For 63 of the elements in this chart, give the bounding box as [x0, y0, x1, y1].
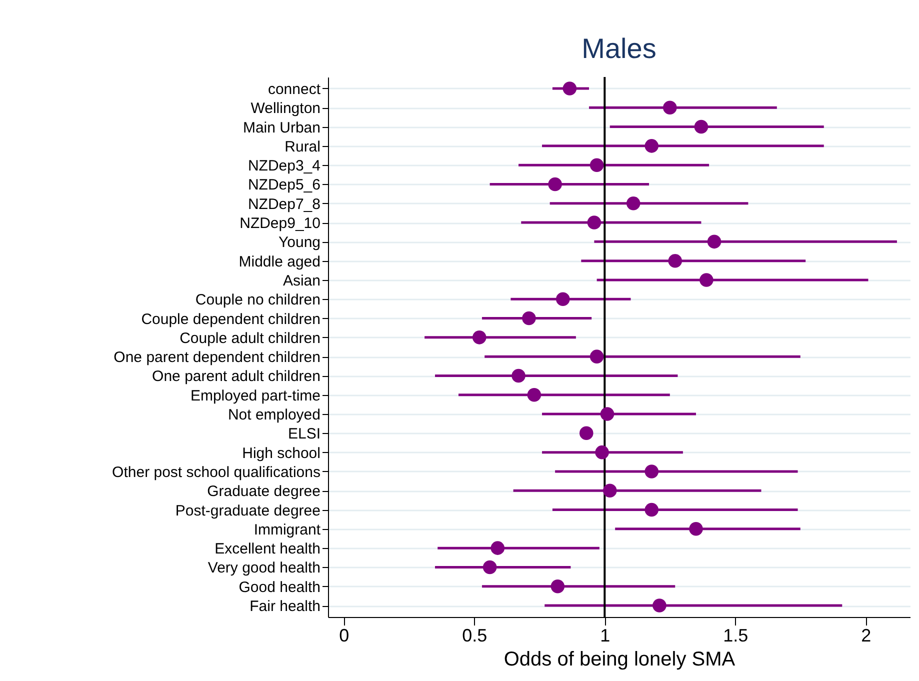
y-tick-label: Employed part-time — [190, 387, 320, 404]
y-tick-label: Graduate degree — [207, 483, 320, 500]
point — [472, 330, 486, 344]
point — [522, 311, 536, 326]
y-tick-label: Very good health — [208, 560, 320, 577]
point — [600, 407, 614, 421]
y-tick-label: Immigrant — [254, 521, 322, 538]
point — [644, 502, 659, 517]
y-tick-label: Couple no children — [195, 292, 320, 309]
y-tick-label: High school — [242, 444, 320, 462]
point — [694, 120, 708, 134]
point — [644, 139, 659, 153]
point — [652, 598, 666, 612]
x-tick-label: 0 — [339, 626, 350, 646]
point — [644, 464, 659, 478]
point — [579, 426, 594, 440]
y-tick-label: Good health — [238, 578, 320, 596]
y-tick-label: Couple dependent children — [141, 310, 320, 328]
point — [527, 388, 542, 402]
x-tick-label: 2 — [861, 626, 872, 646]
y-tick-label: Young — [278, 234, 320, 252]
point — [590, 350, 604, 364]
y-tick-label: Middle aged — [238, 253, 320, 270]
point — [548, 177, 562, 192]
point — [700, 273, 714, 287]
point — [602, 484, 617, 498]
point — [512, 368, 526, 383]
point — [556, 292, 570, 306]
y-tick-label: connect — [268, 80, 322, 98]
point — [562, 82, 577, 96]
y-tick-label: One parent dependent children — [114, 349, 320, 366]
point — [490, 541, 505, 555]
point — [590, 158, 604, 172]
y-tick-label: Main Urban — [242, 119, 320, 136]
x-tick-label: 1.5 — [723, 626, 748, 646]
x-tick-label: 1 — [600, 626, 610, 646]
y-tick-label: NZDep5_6 — [248, 176, 320, 194]
point — [663, 100, 677, 115]
y-tick-label: NZDep9_10 — [240, 215, 320, 232]
point — [550, 579, 565, 594]
x-tick-label: 0.5 — [462, 626, 488, 646]
point — [668, 254, 682, 268]
y-tick-label: Not employed — [228, 406, 320, 424]
point — [482, 560, 497, 574]
y-tick-label: Rural — [284, 138, 320, 156]
y-tick-label: Excellent health — [214, 540, 320, 558]
point — [707, 234, 722, 249]
y-tick-label: NZDep3_4 — [248, 158, 320, 175]
x-axis-title: Odds of being lonely SMA — [504, 648, 736, 670]
point — [587, 216, 602, 230]
y-tick-label: Wellington — [250, 100, 320, 118]
y-tick-label: Post-graduate degree — [175, 502, 320, 520]
point — [595, 445, 609, 460]
chart-title: Males — [582, 33, 656, 64]
y-tick-label: Other post school qualifications — [112, 464, 320, 481]
point — [626, 196, 640, 210]
y-tick-label: ELSI — [288, 426, 320, 443]
y-tick-label: NZDep7_8 — [248, 196, 320, 213]
y-tick-label: Asian — [282, 272, 320, 290]
y-tick-label: Fair health — [250, 598, 320, 616]
point — [689, 522, 703, 536]
y-tick-label: Couple adult children — [180, 330, 320, 347]
y-tick-label: One parent adult children — [152, 368, 320, 386]
